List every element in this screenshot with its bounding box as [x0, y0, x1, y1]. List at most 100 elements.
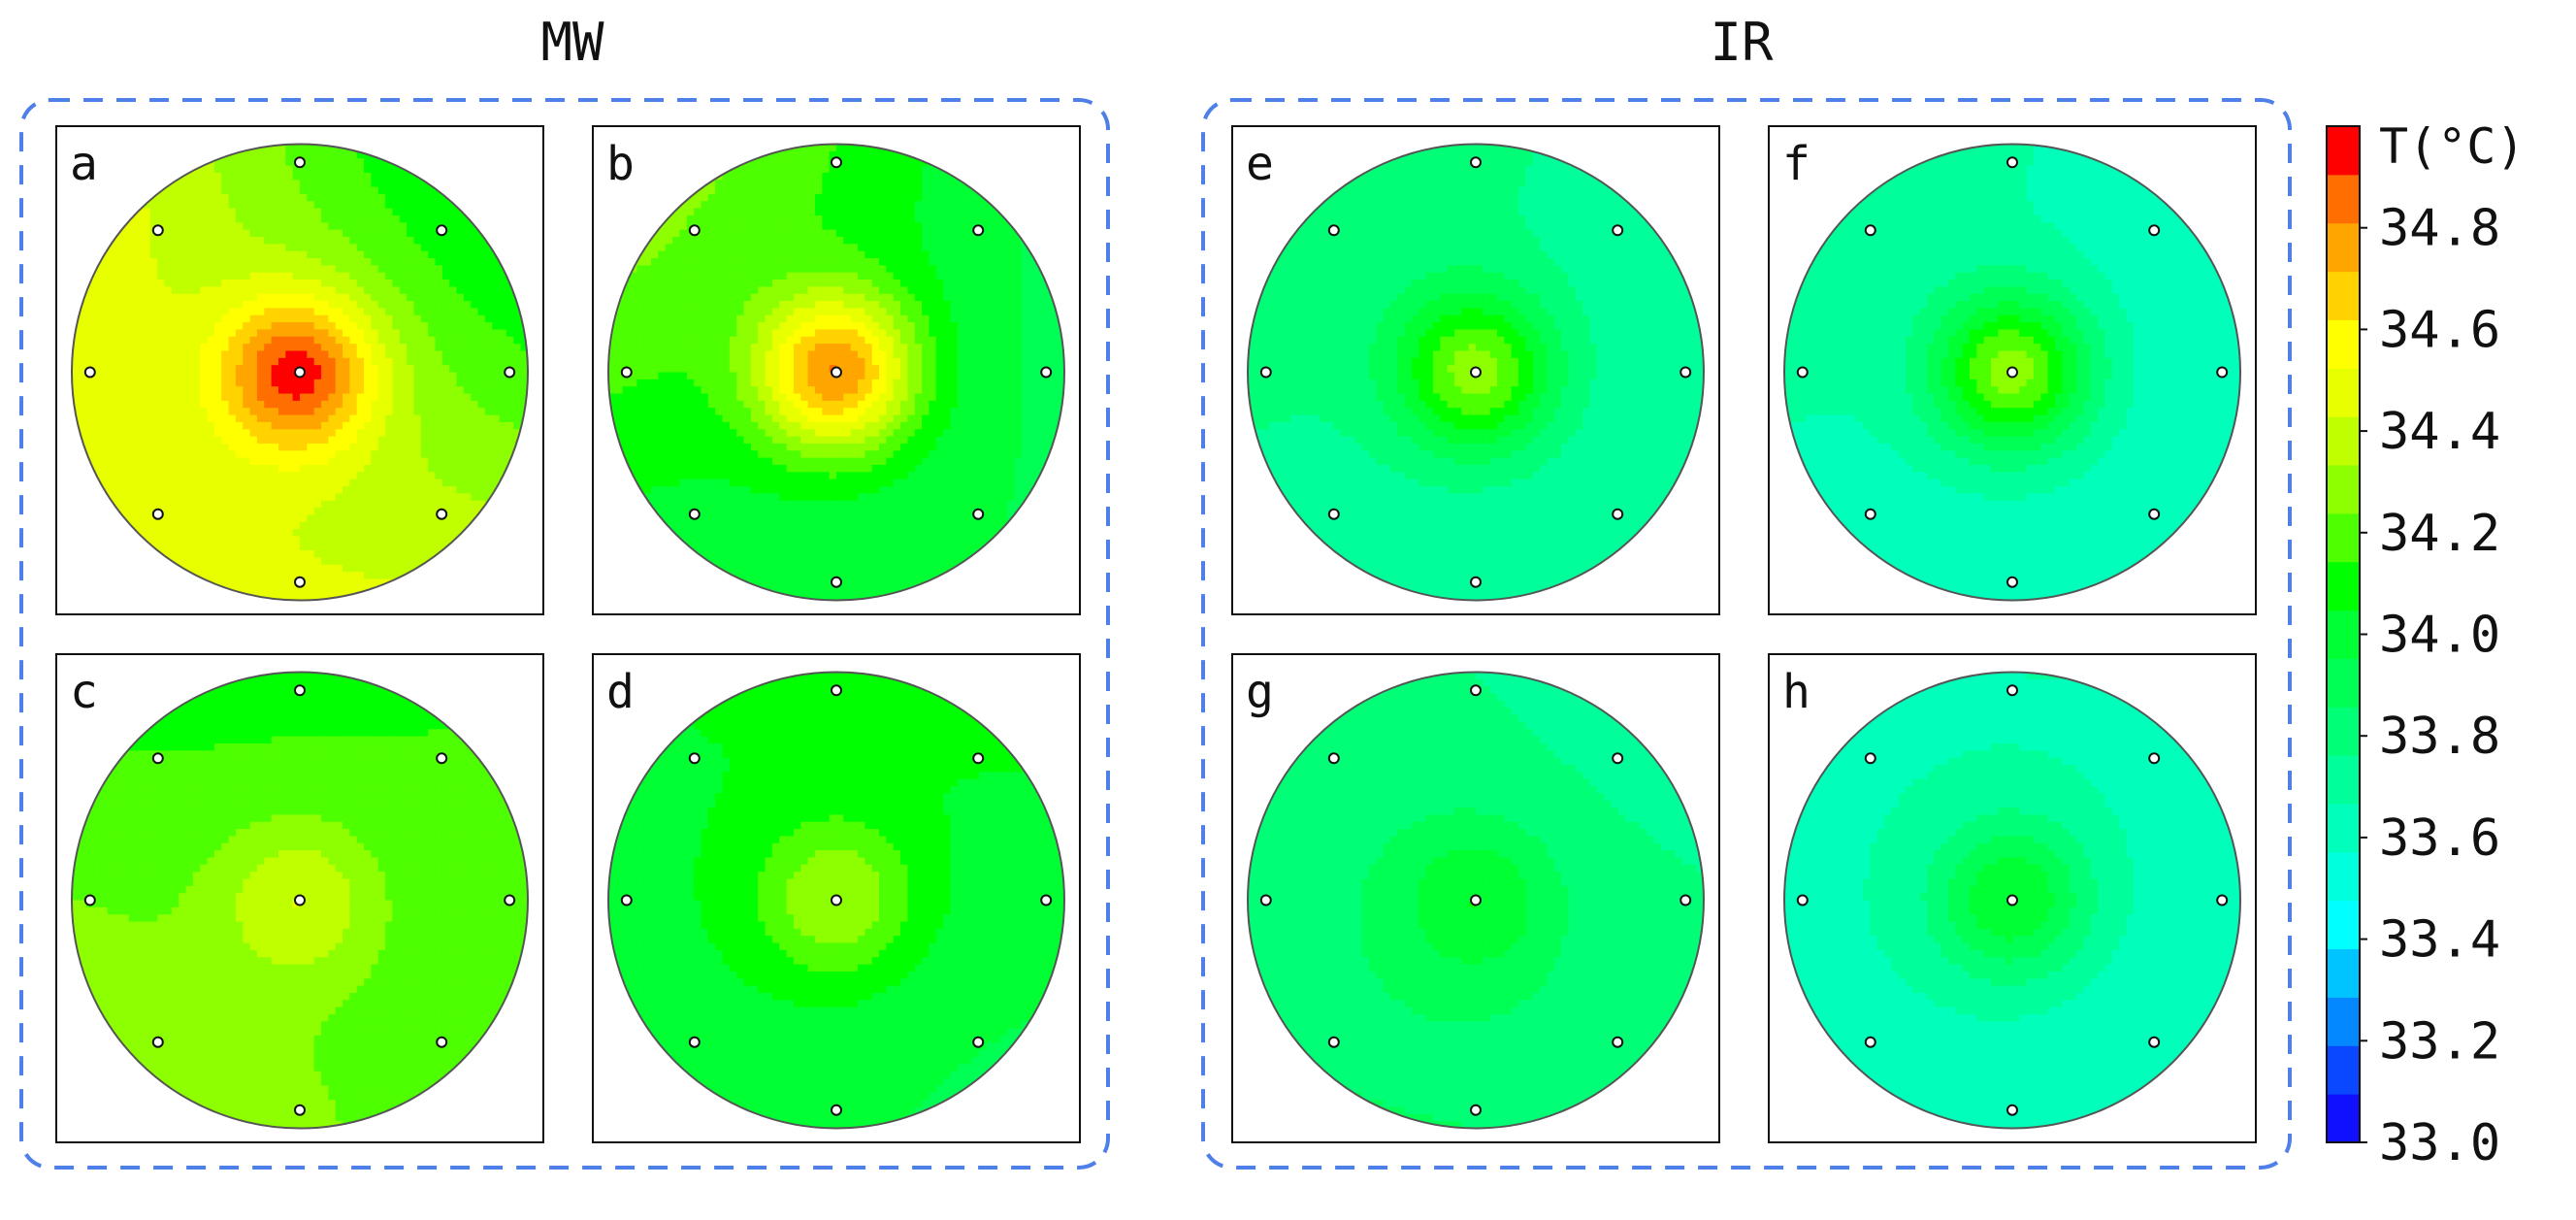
field-cell — [93, 350, 101, 359]
field-cell — [179, 478, 187, 487]
field-cell — [658, 236, 667, 245]
field-cell — [471, 286, 479, 295]
field-cell — [420, 314, 429, 323]
field-cell — [658, 414, 667, 423]
field-cell — [321, 500, 329, 509]
field-cell — [179, 550, 187, 559]
field-cell — [377, 386, 386, 395]
field-cell — [814, 244, 823, 252]
field-cell — [136, 344, 145, 352]
field-cell — [149, 536, 158, 544]
field-cell — [300, 280, 308, 287]
field-cell — [277, 429, 286, 438]
field-cell — [686, 408, 695, 416]
field-cell — [765, 258, 773, 266]
field-cell — [221, 222, 230, 231]
field-cell — [608, 386, 616, 395]
field-cell — [814, 280, 823, 287]
field-cell — [750, 265, 759, 274]
field-cell — [121, 329, 130, 338]
field-cell — [701, 193, 709, 202]
field-cell — [335, 421, 343, 430]
field-cell — [392, 393, 401, 402]
field-cell — [107, 372, 115, 380]
field-cell — [643, 400, 652, 409]
field-cell — [786, 286, 795, 295]
field-cell — [256, 250, 265, 259]
field-cell — [449, 436, 458, 445]
field-cell — [651, 464, 659, 473]
field-cell — [729, 258, 737, 266]
field-cell — [114, 350, 122, 359]
field-cell — [672, 322, 681, 331]
field-cell — [136, 379, 145, 387]
field-cell — [743, 521, 752, 530]
field-cell — [435, 329, 443, 338]
field-cell — [149, 464, 158, 473]
field-cell — [200, 165, 209, 174]
field-cell — [321, 144, 329, 152]
field-cell — [364, 214, 373, 223]
field-cell — [463, 472, 472, 480]
field-cell — [807, 344, 816, 352]
field-cell — [643, 329, 652, 338]
field-cell — [164, 301, 173, 309]
field-cell — [149, 500, 158, 509]
field-cell — [800, 400, 809, 409]
field-cell — [356, 344, 365, 352]
field-cell — [228, 379, 237, 387]
field-cell — [285, 536, 294, 544]
field-cell — [377, 308, 386, 316]
field-cell — [128, 365, 137, 374]
field-cell — [313, 379, 322, 387]
field-cell — [807, 472, 816, 480]
field-cell — [107, 357, 115, 366]
field-cell — [249, 379, 258, 387]
field-cell — [672, 372, 681, 380]
field-cell — [729, 314, 737, 323]
field-cell — [729, 521, 737, 530]
field-cell — [771, 543, 780, 551]
field-cell — [807, 543, 816, 551]
field-cell — [786, 165, 795, 174]
field-cell — [615, 357, 624, 366]
field-cell — [463, 365, 472, 374]
field-cell — [729, 286, 737, 295]
field-cell — [249, 150, 258, 159]
field-cell — [264, 193, 273, 202]
field-cell — [750, 286, 759, 295]
field-cell — [679, 272, 688, 280]
field-cell — [736, 244, 745, 252]
field-cell — [313, 286, 322, 295]
field-cell — [786, 301, 795, 309]
field-cell — [264, 536, 273, 544]
field-cell — [441, 436, 450, 445]
field-cell — [114, 429, 122, 438]
field-cell — [800, 280, 809, 287]
field-cell — [200, 457, 209, 466]
field-cell — [679, 286, 688, 295]
field-cell — [743, 322, 752, 331]
field-cell — [256, 229, 265, 238]
field-cell — [428, 193, 437, 202]
field-cell — [651, 386, 659, 395]
field-cell — [665, 379, 673, 387]
field-cell — [335, 529, 343, 537]
field-cell — [200, 478, 209, 487]
field-cell — [207, 265, 215, 274]
field-cell — [285, 158, 294, 167]
field-cell — [765, 400, 773, 409]
field-cell — [651, 265, 659, 274]
field-cell — [679, 508, 688, 515]
field-cell — [407, 536, 415, 544]
field-cell — [736, 550, 745, 559]
field-cell — [321, 529, 329, 537]
field-cell — [364, 322, 373, 331]
field-cell — [456, 272, 465, 280]
field-cell — [200, 379, 209, 387]
field-cell — [200, 408, 209, 416]
field-cell — [765, 578, 773, 587]
field-cell — [615, 336, 624, 345]
field-cell — [715, 336, 724, 345]
field-cell — [321, 414, 329, 423]
